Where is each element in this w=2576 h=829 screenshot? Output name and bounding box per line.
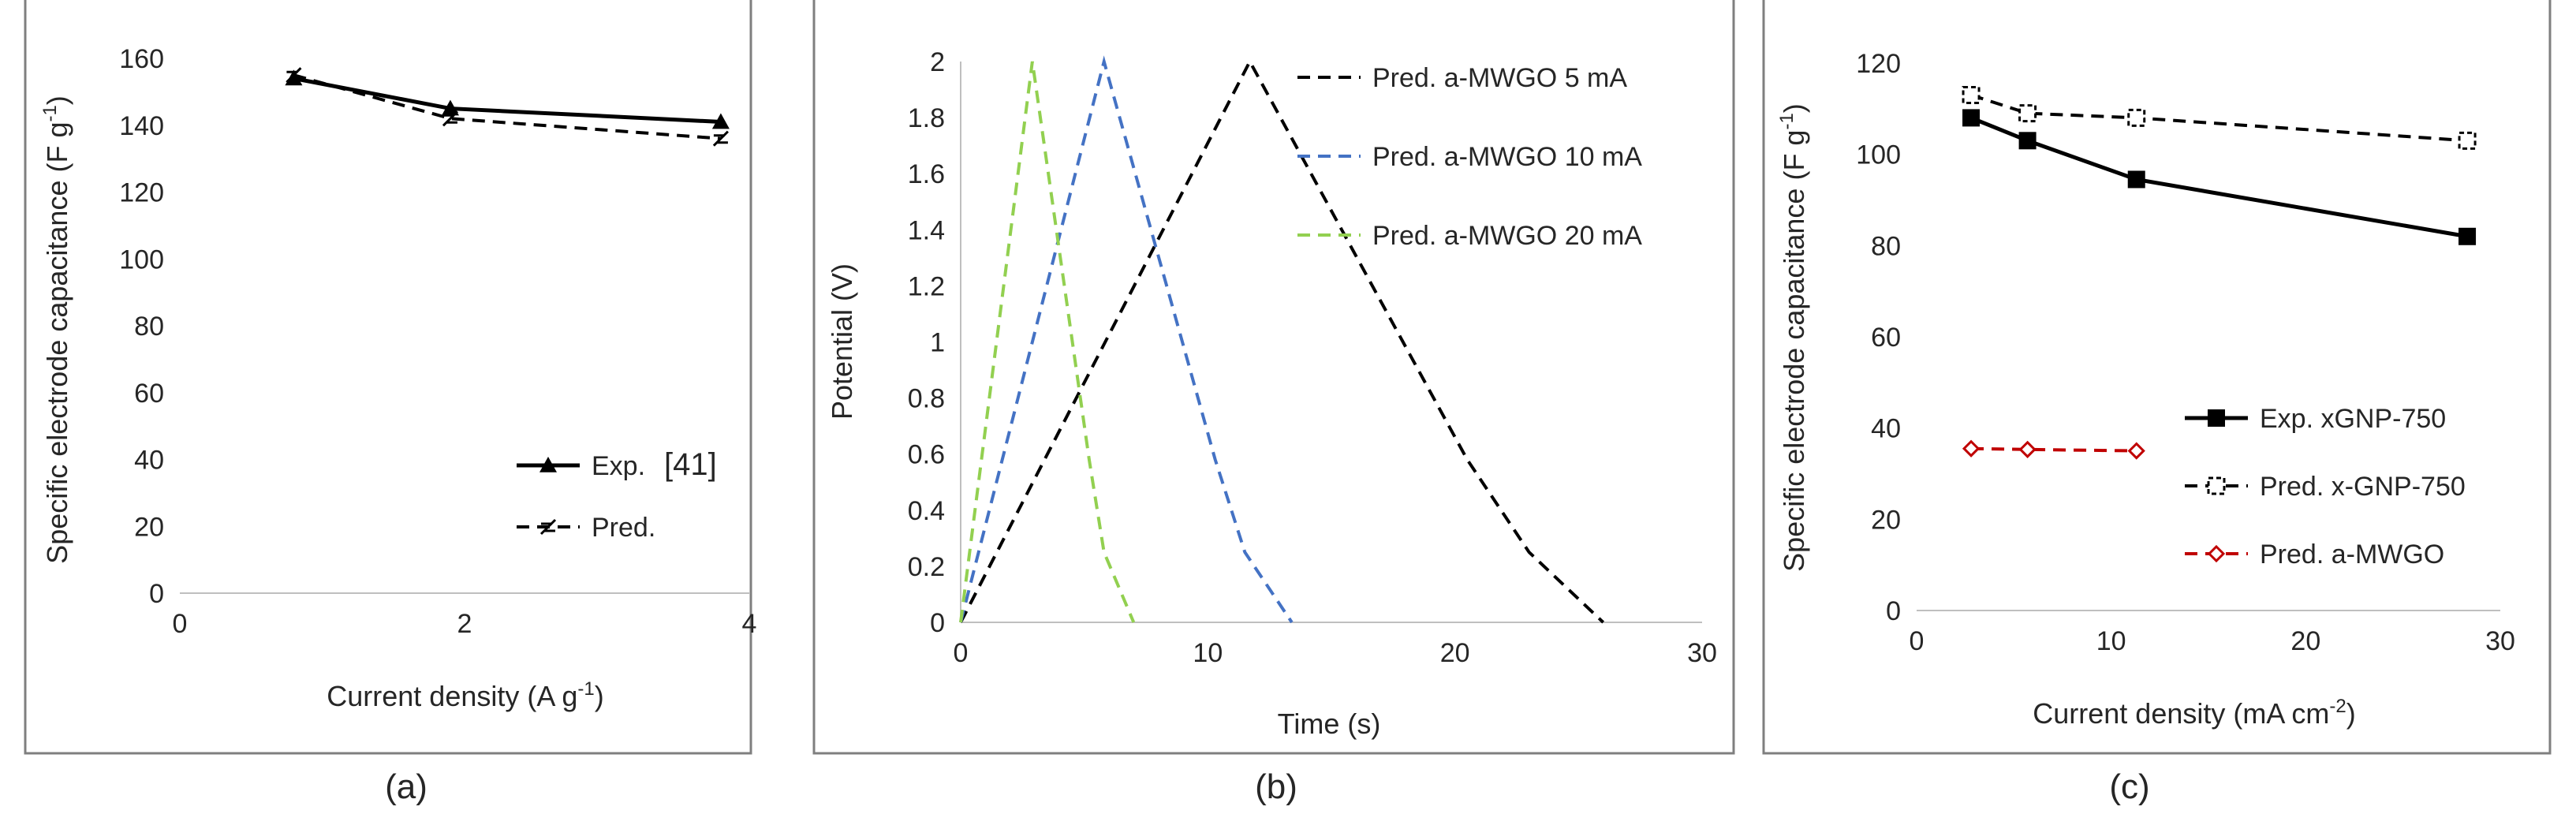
panel-c-data-point [2018, 440, 2037, 458]
panel-b-legend-label: Pred. a-MWGO 10 mA [1372, 142, 1642, 172]
panel-a-data-point [712, 130, 729, 147]
panel-c-x-tick-label: 20 [2290, 626, 2320, 656]
panel-c-y-tick-label: 100 [1856, 140, 1901, 170]
panel-c-data-point [2127, 170, 2145, 189]
panel-c-x-axis-title: Current density (mA cm-2) [2033, 696, 2355, 730]
panel-b-y-tick-label: 1 [930, 328, 945, 358]
panel-b-x-tick-label: 20 [1440, 638, 1470, 668]
panel-b-x-tick-label: 0 [954, 638, 969, 668]
panel-b-x-tick-label: 30 [1687, 638, 1717, 668]
panel-c-legend-marker [2208, 409, 2225, 427]
panel-c-legend-label: Pred. a-MWGO [2260, 540, 2444, 569]
panel-a-x-tick-label: 2 [457, 609, 472, 639]
panel-b-frame [812, 0, 1735, 755]
panel-b-series-line [959, 58, 1605, 624]
panel-c-x-tick-label: 30 [2485, 626, 2515, 656]
panel-c-y-tick-label: 40 [1871, 414, 1901, 444]
panel-a-x-axis-title: Current density (A g-1) [327, 678, 604, 712]
panel-b-y-tick-label: 0.8 [908, 384, 945, 414]
panel-c-x-tick-label: 10 [2096, 626, 2126, 656]
panel-c-y-tick-label: 60 [1871, 323, 1901, 353]
panel-c-data-point [2127, 442, 2145, 460]
panel-b-y-tick-label: 1.4 [908, 215, 945, 245]
panel-a-data-point [711, 113, 730, 129]
panel-a-frame [24, 0, 752, 755]
panel-c-series-line [1971, 446, 2137, 453]
panel-c-legend-marker [2207, 476, 2226, 495]
panel-b-x-axis-title: Time (s) [1278, 708, 1381, 740]
panel-c-data-point [1962, 109, 1981, 127]
panel-a-y-tick-label: 80 [134, 312, 164, 342]
panel-c-legend-marker [2207, 544, 2226, 563]
panel-c-series-line [1970, 93, 2468, 143]
panel-b-y-tick-label: 0 [930, 608, 945, 638]
panel-a-y-tick-label: 100 [119, 245, 164, 274]
panel-a-x-tick-label: 0 [173, 609, 188, 639]
panel-b-y-tick-label: 1.8 [908, 103, 945, 133]
panel-a-y-tick-label: 140 [119, 111, 164, 141]
panel-c-data-point [2018, 132, 2037, 150]
panel-label-c: (c) [2109, 767, 2149, 806]
panel-b-y-tick-label: 1.6 [908, 159, 945, 189]
panel-a-legend-label: Exp. [41] [592, 447, 717, 482]
panel-c-legend-label: Exp. xGNP-750 [2260, 404, 2446, 434]
panel-b-y-tick-label: 0.4 [908, 496, 945, 526]
panel-a-series-line [293, 73, 722, 140]
panel-a-legend-marker [539, 457, 557, 472]
panel-a-y-tick-label: 0 [149, 579, 164, 609]
panel-b-series-line [959, 61, 1136, 623]
panel-a-data-point [442, 110, 459, 127]
panel-c-y-tick-label: 0 [1886, 596, 1901, 626]
panel-c-y-tick-label: 120 [1856, 49, 1901, 79]
panel-a-y-tick-label: 120 [119, 178, 164, 208]
panel-a-y-tick-label: 40 [134, 446, 164, 476]
panel-c-data-point [2018, 104, 2037, 123]
panel-c-series-line [1970, 116, 2468, 239]
panel-c-y-axis-title: Specific electrode capacitance (F g-1) [1776, 103, 1810, 572]
panel-b-x-tick-label: 10 [1193, 638, 1223, 668]
panel-b-y-tick-label: 1.2 [908, 271, 945, 301]
panel-b-y-tick-label: 0.2 [908, 552, 945, 582]
panel-c-y-tick-label: 20 [1871, 505, 1901, 535]
panel-c-legend-label: Pred. x-GNP-750 [2260, 472, 2466, 502]
panel-a-y-tick-label: 20 [134, 512, 164, 542]
panel-a-y-axis-title: Specific electrode capacitance (F g-1) [39, 95, 73, 564]
panel-a-y-tick-label: 60 [134, 379, 164, 409]
panel-c-data-point [2458, 227, 2477, 245]
panel-c-x-tick-label: 0 [1910, 626, 1925, 656]
panel-c-chart: 0 10 20 30 0 20 40 60 80 100 120 Current density (m… [1762, 0, 2552, 755]
panel-b-chart: 0 10 20 30 0 0.2 0.4 0.6 0.8 1 1.2 1.4 1.6 1.8 2 Time (… [812, 0, 1735, 755]
panel-label-b: (b) [1255, 767, 1297, 806]
panel-a-x-tick-label: 4 [742, 609, 757, 639]
panel-c-frame [1762, 0, 2552, 755]
panel-a-series-line [293, 76, 722, 125]
panel-a-data-point [286, 67, 302, 84]
panel-c-data-point [1962, 439, 1981, 457]
panel-a-legend-marker [539, 518, 557, 536]
panel-c-data-point [2127, 108, 2146, 127]
panel-b-y-axis-title: Potential (V) [826, 263, 858, 420]
panel-b-legend-label: Pred. a-MWGO 20 mA [1372, 221, 1642, 251]
panel-a-data-point [285, 69, 303, 86]
panel-b-y-tick-label: 0.6 [908, 440, 945, 470]
panel-c-y-tick-label: 80 [1871, 231, 1901, 261]
panel-label-a: (a) [385, 767, 427, 806]
panel-b-series-line [959, 55, 1294, 624]
panel-a-y-tick-label: 160 [119, 44, 164, 74]
panel-b-legend-label: Pred. a-MWGO 5 mA [1372, 63, 1627, 93]
panel-a-data-point [441, 99, 459, 116]
panel-a-legend-label: Pred. [592, 513, 655, 543]
panel-c-data-point [2458, 131, 2477, 150]
panel-c-data-point [1962, 85, 1981, 104]
panel-b-y-tick-label: 2 [930, 47, 945, 77]
